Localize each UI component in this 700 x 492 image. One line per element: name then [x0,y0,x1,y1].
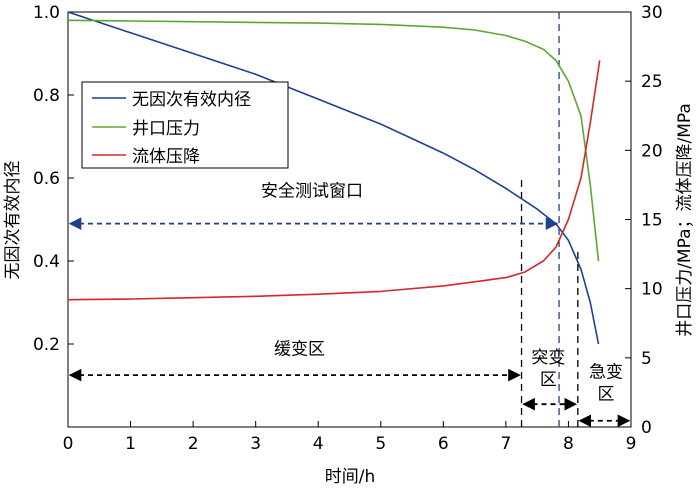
x-tick-label: 8 [563,434,574,454]
y-right-tick-label: 15 [641,211,663,231]
annotation-label-3-line2: 区 [597,385,614,405]
y-right-tick-label: 5 [641,349,652,369]
annotation-label-2-line2: 区 [540,370,557,390]
y-left-tick-label: 0.4 [33,252,60,272]
annotation-label-3: 急变 [589,363,623,383]
y-right-tick-label: 10 [641,280,663,300]
legend-label-0: 无因次有效内径 [132,90,251,110]
x-tick-label: 5 [375,434,386,454]
y-right-tick-label: 20 [641,141,663,161]
legend: 无因次有效内径 井口压力 流体压降 [81,81,289,169]
legend-label-1: 井口压力 [132,119,200,139]
y-right-tick-label: 30 [641,3,663,23]
y-left-tick-label: 0.2 [33,335,60,355]
y-left-axis-ticks: 0.2 0.4 0.6 0.8 1.0 [33,3,74,355]
y-left-tick-label: 0.8 [33,86,60,106]
x-tick-label: 3 [250,434,261,454]
y-left-axis-label: 无因次有效内径 [3,161,23,280]
series-line-0 [67,11,600,345]
x-tick-label: 0 [63,434,74,454]
legend-box [81,81,289,169]
x-tick-label: 9 [626,434,637,454]
annotation-label-1: 缓变区 [274,339,325,359]
x-tick-label: 4 [313,434,324,454]
x-axis-ticks: 0 1 2 3 4 5 6 7 8 9 [63,421,637,454]
x-tick-label: 2 [188,434,199,454]
series-lines [67,11,601,345]
y-left-tick-label: 0.6 [33,169,60,189]
y-right-tick-label: 0 [641,418,652,438]
y-right-axis-ticks: 0 5 10 15 20 25 30 [625,3,663,438]
x-axis-label: 时间/h [325,467,376,487]
y-right-axis-label: 井口压力/MPa；流体压降/MPa [675,103,695,337]
y-left-tick-label: 1.0 [33,3,60,23]
x-tick-label: 6 [438,434,449,454]
x-tick-label: 7 [500,434,511,454]
series-line-1 [67,19,600,262]
legend-label-2: 流体压降 [132,147,200,167]
annotation-label-0: 安全测试窗口 [261,182,363,202]
y-right-tick-label: 25 [641,72,663,92]
x-tick-label: 1 [125,434,136,454]
annotation-label-2: 突变 [531,348,565,368]
series-line-2 [67,60,601,301]
